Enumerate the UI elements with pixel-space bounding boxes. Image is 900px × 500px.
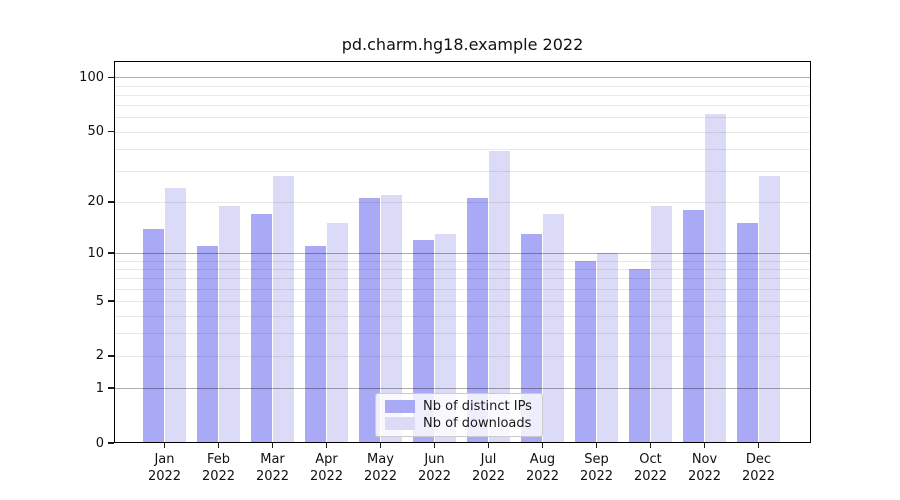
bar-downloads-jun xyxy=(434,234,457,443)
month-label: Sep xyxy=(584,452,609,467)
year-label: 2022 xyxy=(633,469,668,484)
bar-distinct-ips-may xyxy=(358,198,381,443)
y-tick-5 xyxy=(108,300,114,302)
month-label: Jun xyxy=(424,452,445,467)
y-tick-label-100: 100 xyxy=(79,69,104,85)
year-label: 2022 xyxy=(525,469,560,484)
y-tick-50 xyxy=(108,130,114,133)
y-tick-0 xyxy=(108,442,114,444)
x-tick-label-jul: Jul 2022 xyxy=(461,451,517,485)
bar-distinct-ips-mar xyxy=(250,214,273,443)
bar-distinct-ips-feb xyxy=(196,246,219,443)
x-tick-jun xyxy=(433,443,436,448)
x-tick-apr xyxy=(325,443,328,448)
plot-area: Nb of distinct IPs Nb of downloads xyxy=(114,61,811,443)
x-tick-dec xyxy=(757,443,760,448)
bar-downloads-jan xyxy=(164,188,187,443)
y-tick-1 xyxy=(108,387,114,389)
bar-downloads-nov xyxy=(704,113,727,443)
y-tick-label-50: 50 xyxy=(87,124,104,140)
bar-distinct-ips-jan xyxy=(142,228,165,443)
month-label: Mar xyxy=(260,452,285,467)
bar-distinct-ips-aug xyxy=(520,234,543,443)
legend: Nb of distinct IPs Nb of downloads xyxy=(375,393,543,437)
legend-label: Nb of distinct IPs xyxy=(423,398,532,414)
y-tick-label-10: 10 xyxy=(87,245,104,261)
year-label: 2022 xyxy=(741,469,776,484)
x-tick-label-feb: Feb 2022 xyxy=(191,451,247,485)
bar-distinct-ips-dec xyxy=(736,223,759,443)
y-tick-label-20: 20 xyxy=(87,194,104,210)
y-tick-10 xyxy=(108,252,114,254)
year-label: 2022 xyxy=(471,469,506,484)
chart-title: pd.charm.hg18.example 2022 xyxy=(341,35,584,54)
year-label: 2022 xyxy=(417,469,452,484)
legend-swatch-icon xyxy=(385,399,415,413)
year-label: 2022 xyxy=(309,469,344,484)
y-tick-100 xyxy=(108,76,114,79)
x-tick-aug xyxy=(541,443,544,448)
y-tick-2 xyxy=(108,355,114,357)
month-label: Feb xyxy=(206,452,231,467)
x-tick-may xyxy=(379,443,382,448)
x-tick-label-apr: Apr 2022 xyxy=(299,451,355,485)
month-label: Dec xyxy=(745,452,772,467)
bar-distinct-ips-oct xyxy=(628,268,651,443)
x-tick-label-mar: Mar 2022 xyxy=(245,451,301,485)
legend-swatch-icon xyxy=(385,417,415,431)
bar-downloads-aug xyxy=(542,214,565,443)
year-label: 2022 xyxy=(363,469,398,484)
x-tick-sep xyxy=(595,443,598,448)
bar-distinct-ips-jun xyxy=(412,239,435,443)
month-label: Nov xyxy=(691,452,718,467)
legend-item-distinct-ips: Nb of distinct IPs xyxy=(376,399,542,414)
bar-downloads-jul xyxy=(488,150,511,443)
legend-item-downloads: Nb of downloads xyxy=(376,416,542,431)
year-label: 2022 xyxy=(687,469,722,484)
x-tick-jul xyxy=(487,443,490,448)
bar-distinct-ips-apr xyxy=(304,246,327,443)
x-tick-label-may: May 2022 xyxy=(353,451,409,485)
bar-distinct-ips-nov xyxy=(682,209,705,443)
x-tick-label-jan: Jan 2022 xyxy=(137,451,193,485)
y-tick-label-2: 2 xyxy=(95,348,104,364)
x-tick-feb xyxy=(217,443,220,448)
year-label: 2022 xyxy=(147,469,182,484)
y-tick-label-5: 5 xyxy=(95,293,104,309)
bar-downloads-oct xyxy=(650,205,673,443)
bar-downloads-mar xyxy=(272,176,295,443)
x-tick-oct xyxy=(649,443,652,448)
x-tick-mar xyxy=(271,443,274,448)
bars-layer xyxy=(114,61,811,443)
bar-distinct-ips-sep xyxy=(574,260,597,443)
y-tick-20 xyxy=(108,201,114,203)
bar-distinct-ips-jul xyxy=(466,198,489,443)
month-label: Jul xyxy=(480,452,497,467)
x-tick-label-oct: Oct 2022 xyxy=(623,451,679,485)
year-label: 2022 xyxy=(255,469,290,484)
bar-downloads-sep xyxy=(596,253,619,443)
x-tick-label-sep: Sep 2022 xyxy=(569,451,625,485)
y-tick-label-1: 1 xyxy=(95,380,104,396)
month-label: Jan xyxy=(154,452,175,467)
month-label: Aug xyxy=(529,452,556,467)
x-tick-label-aug: Aug 2022 xyxy=(515,451,571,485)
year-label: 2022 xyxy=(579,469,614,484)
month-label: Oct xyxy=(639,452,662,467)
x-tick-nov xyxy=(703,443,706,448)
x-tick-jan xyxy=(163,443,166,448)
year-label: 2022 xyxy=(201,469,236,484)
y-tick-label-0: 0 xyxy=(95,435,104,451)
bar-downloads-feb xyxy=(218,205,241,443)
x-tick-label-jun: Jun 2022 xyxy=(407,451,463,485)
bar-downloads-dec xyxy=(758,176,781,443)
x-tick-label-nov: Nov 2022 xyxy=(677,451,733,485)
month-label: Apr xyxy=(315,452,338,467)
x-tick-label-dec: Dec 2022 xyxy=(731,451,787,485)
bar-downloads-may xyxy=(380,194,403,443)
legend-label: Nb of downloads xyxy=(423,416,532,432)
bar-downloads-apr xyxy=(326,223,349,443)
month-label: May xyxy=(367,452,394,467)
